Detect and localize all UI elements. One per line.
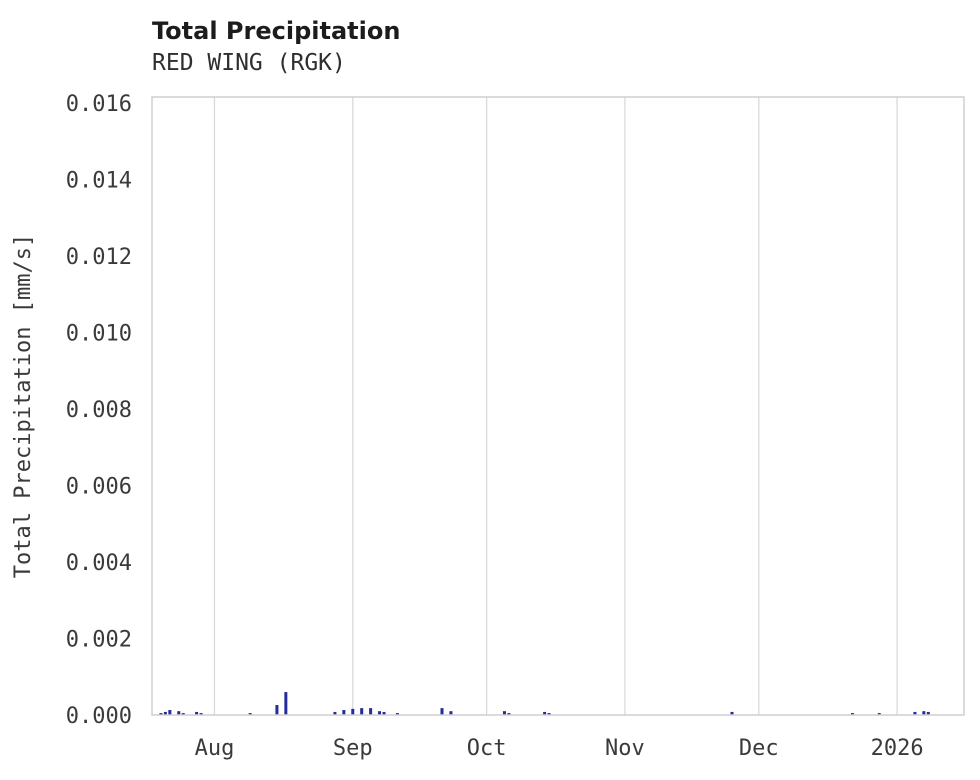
y-axis-title: Total Precipitation [mm/s] [11,234,36,578]
bar [922,711,926,715]
y-tick-label: 0.016 [66,92,132,117]
x-tick-label: Sep [333,736,373,761]
bar [547,713,551,715]
y-tick-label: 0.004 [66,551,132,576]
x-tick-label: Dec [739,736,779,761]
x-axis: Aug Sep Oct Nov Dec 2026 [195,736,924,761]
chart-subtitle: RED WING (RGK) [152,50,346,76]
bar [378,711,382,715]
y-tick-label: 0.014 [66,169,132,194]
bar [730,711,734,715]
bar [333,711,337,715]
bar [543,711,547,715]
bar [850,713,854,715]
x-tick-label: 2026 [871,736,924,761]
y-tick-label: 0.006 [66,475,132,500]
bar [163,711,167,715]
bar [440,708,444,715]
bar [159,713,163,715]
bar [449,711,453,715]
bar [369,708,373,715]
y-axis: 0.000 0.002 0.004 0.006 0.008 0.010 0.012 0.014… [66,92,132,729]
bar [199,713,203,715]
y-tick-label: 0.002 [66,628,132,653]
y-tick-label: 0.008 [66,398,132,423]
bar [382,711,386,715]
gridlines [213,97,898,715]
bar [177,711,181,715]
bar [926,711,930,715]
bar [360,708,364,715]
plot-border [151,96,965,716]
bar [507,713,511,715]
bar [395,713,399,715]
x-tick-label: Oct [467,736,507,761]
x-tick-label: Nov [605,736,645,761]
bar [342,710,346,715]
bar [502,711,506,715]
y-tick-label: 0.012 [66,245,132,270]
bar [181,713,185,715]
bar [275,705,279,715]
y-tick-label: 0.000 [66,704,132,729]
bar [284,692,288,715]
bars [159,692,930,715]
bar [195,711,199,715]
bar [351,708,355,715]
bar [877,713,881,715]
bar [168,710,172,715]
y-tick-label: 0.010 [66,322,132,347]
x-tick-label: Aug [195,736,235,761]
bar [248,713,252,715]
bar [913,711,917,715]
chart-title: Total Precipitation [152,17,401,45]
plot-background [152,97,964,715]
